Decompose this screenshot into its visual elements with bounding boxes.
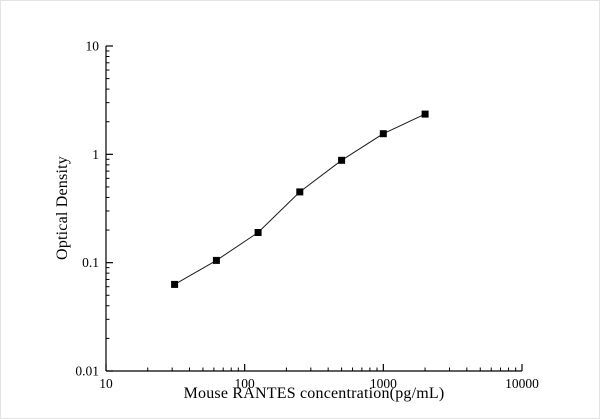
x-tick-label: 1000	[370, 376, 397, 391]
data-point-marker	[379, 130, 387, 138]
data-point-marker	[338, 156, 346, 164]
y-tick-label: 1	[92, 147, 99, 162]
data-point-marker	[421, 110, 429, 118]
data-point-marker	[254, 229, 262, 236]
y-axis-title: Optical Density	[54, 156, 71, 260]
y-tick-label: 0.01	[75, 364, 99, 379]
data-point-marker	[296, 188, 304, 196]
data-point-marker	[212, 256, 220, 264]
series-line	[174, 113, 426, 285]
y-tick-label: 0.1	[82, 255, 99, 270]
x-tick-label: 10	[99, 376, 113, 391]
data-point-marker	[171, 280, 179, 288]
x-axis-title: Mouse RANTES concentration(pg/mL)	[183, 385, 445, 402]
x-tick-label: 10000	[505, 376, 539, 391]
y-tick-label: 10	[86, 39, 100, 54]
x-tick-label: 100	[235, 376, 256, 391]
